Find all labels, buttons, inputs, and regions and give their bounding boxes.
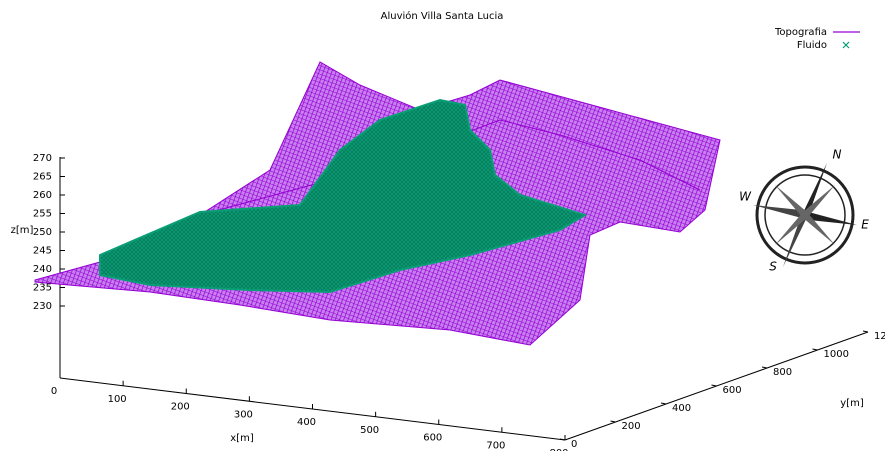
z-tick-label: 250 (33, 227, 52, 238)
z-tick-label: 245 (33, 246, 52, 257)
z-axis-label: z[m] (11, 225, 34, 236)
z-tick-label: 255 (33, 209, 52, 220)
y-tick-label: 1200 (874, 331, 885, 342)
legend-label: Fluido (797, 40, 827, 51)
z-tick-label: 230 (33, 301, 52, 312)
compass-label: S (769, 260, 777, 274)
legend-label: Topografia (774, 27, 827, 38)
y-tick-label: 0 (571, 439, 577, 450)
z-tick-label: 235 (33, 283, 52, 294)
compass: N E S W (739, 148, 869, 274)
x-axis-label: x[m] (230, 433, 254, 444)
compass-label: E (861, 218, 869, 232)
z-tick-label: 240 (33, 264, 52, 275)
y-tick (712, 385, 717, 386)
x-tick-label: 0 (51, 386, 57, 397)
y-tick (762, 367, 767, 368)
y-tick (611, 421, 616, 422)
z-tick-label: 260 (33, 190, 52, 201)
x-tick-label: 100 (108, 394, 127, 405)
legend-swatch (843, 42, 849, 48)
y-tick-label: 400 (672, 403, 691, 414)
y-axis-label: y[m] (840, 398, 864, 409)
chart-title: Aluvión Villa Santa Lucia (381, 10, 504, 22)
y-tick (813, 349, 818, 350)
compass-label: N (833, 148, 842, 162)
z-tick-label: 265 (33, 172, 52, 183)
compass-label: W (739, 190, 752, 204)
y-tick (863, 331, 868, 332)
y-tick-label: 800 (773, 367, 792, 378)
x-tick-label: 500 (360, 425, 379, 436)
x-tick-label: 300 (234, 409, 253, 420)
x-tick-label: 200 (171, 402, 190, 413)
chart: Aluvión Villa Santa Lucia z[m] x[m] y[m]… (0, 0, 885, 451)
x-tick-label: 700 (486, 440, 505, 451)
y-tick-label: 1000 (824, 349, 849, 360)
y-tick-label: 600 (723, 385, 742, 396)
y-tick-label: 200 (622, 421, 641, 432)
z-tick-label: 270 (33, 153, 52, 164)
x-tick-label: 400 (297, 417, 316, 428)
x-tick-label: 600 (423, 433, 442, 444)
y-tick (661, 403, 666, 404)
